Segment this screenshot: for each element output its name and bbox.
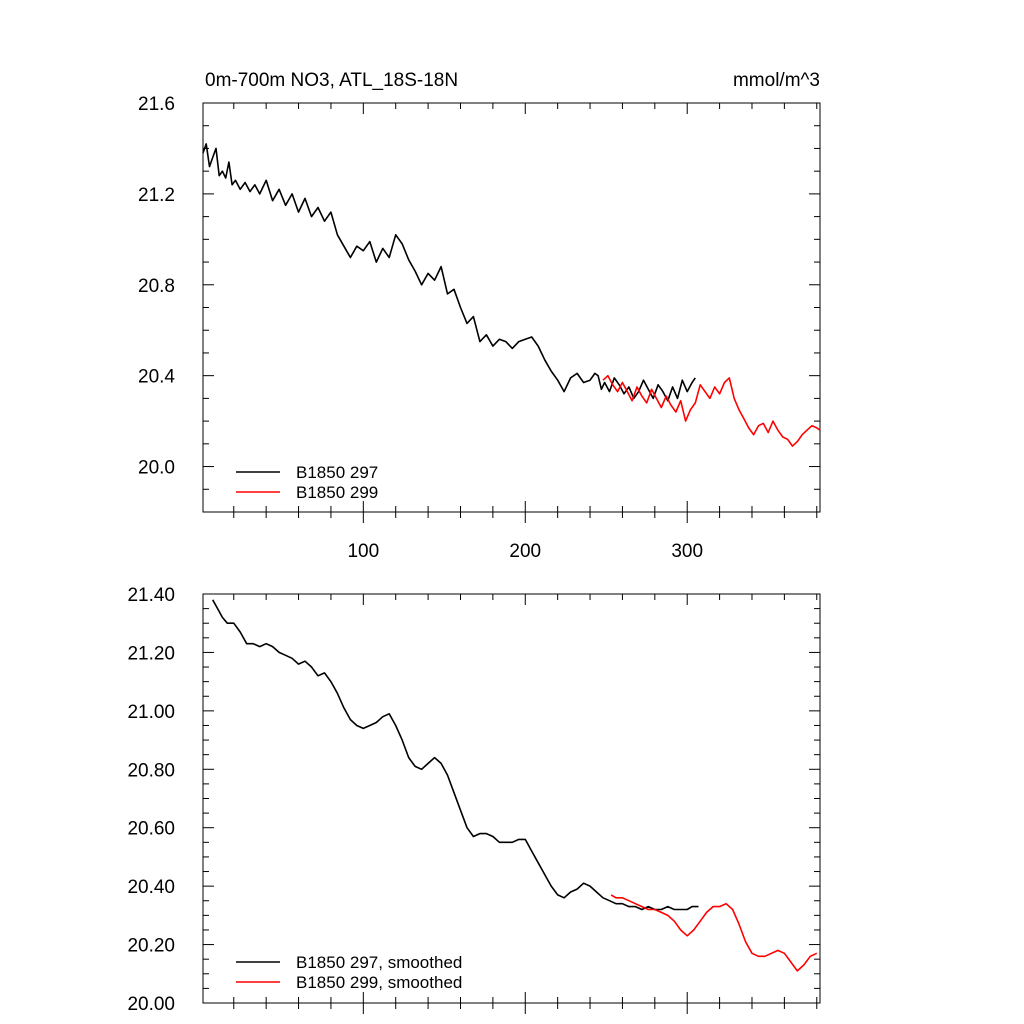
bottom-ytick-label: 20.00 bbox=[127, 994, 175, 1015]
bottom-series-line-299 bbox=[610, 894, 818, 972]
top-series-line-299 bbox=[602, 374, 821, 447]
top-xtick-label: 200 bbox=[509, 541, 541, 562]
bottom-ytick-label: 21.40 bbox=[127, 585, 175, 606]
top-panel: 0m-700m NO3, ATL_18S-18N mmol/m^3 20.020… bbox=[138, 70, 821, 562]
bottom-ytick-label: 20.80 bbox=[127, 760, 175, 781]
bottom-panel: 20.00 20.20 20.40 20.60 20.80 21.00 21.20 21.40… bbox=[127, 585, 821, 1015]
top-ticks: 20.0 20.4 20.8 21.2 21.6 100 200 300 bbox=[138, 94, 820, 562]
bottom-ytick-label: 20.60 bbox=[127, 819, 175, 840]
top-legend-label-297: B1850 297 bbox=[296, 463, 378, 482]
bottom-plot-frame bbox=[202, 593, 821, 1004]
bottom-series-lines bbox=[212, 599, 818, 972]
bottom-series-line-297 bbox=[212, 599, 699, 911]
bottom-ytick-label: 20.20 bbox=[127, 936, 175, 957]
bottom-legend-label-299: B1850 299, smoothed bbox=[296, 973, 462, 992]
bottom-ytick-label: 21.00 bbox=[127, 702, 175, 723]
top-ytick-label: 20.0 bbox=[138, 458, 175, 479]
top-series-lines bbox=[202, 143, 821, 447]
top-chart-units: mmol/m^3 bbox=[733, 70, 820, 91]
top-legend: B1850 297 B1850 299 bbox=[236, 463, 378, 502]
bottom-ytick-label: 21.20 bbox=[127, 643, 175, 664]
top-xtick-label: 300 bbox=[671, 541, 703, 562]
top-series-line-297 bbox=[202, 143, 696, 402]
bottom-legend: B1850 297, smoothed B1850 299, smoothed bbox=[236, 953, 462, 992]
top-ytick-label: 20.8 bbox=[138, 276, 175, 297]
bottom-ticks: 20.00 20.20 20.40 20.60 20.80 21.00 21.20 21.40 bbox=[127, 585, 820, 1015]
top-ytick-label: 20.4 bbox=[138, 367, 175, 388]
bottom-legend-label-297: B1850 297, smoothed bbox=[296, 953, 462, 972]
top-legend-label-299: B1850 299 bbox=[296, 483, 378, 502]
top-plot-frame bbox=[202, 102, 821, 513]
top-ytick-label: 21.6 bbox=[138, 94, 175, 115]
top-chart-title: 0m-700m NO3, ATL_18S-18N bbox=[205, 70, 458, 91]
bottom-ytick-label: 20.40 bbox=[127, 877, 175, 898]
top-ytick-label: 21.2 bbox=[138, 185, 175, 206]
top-xtick-label: 100 bbox=[347, 541, 379, 562]
